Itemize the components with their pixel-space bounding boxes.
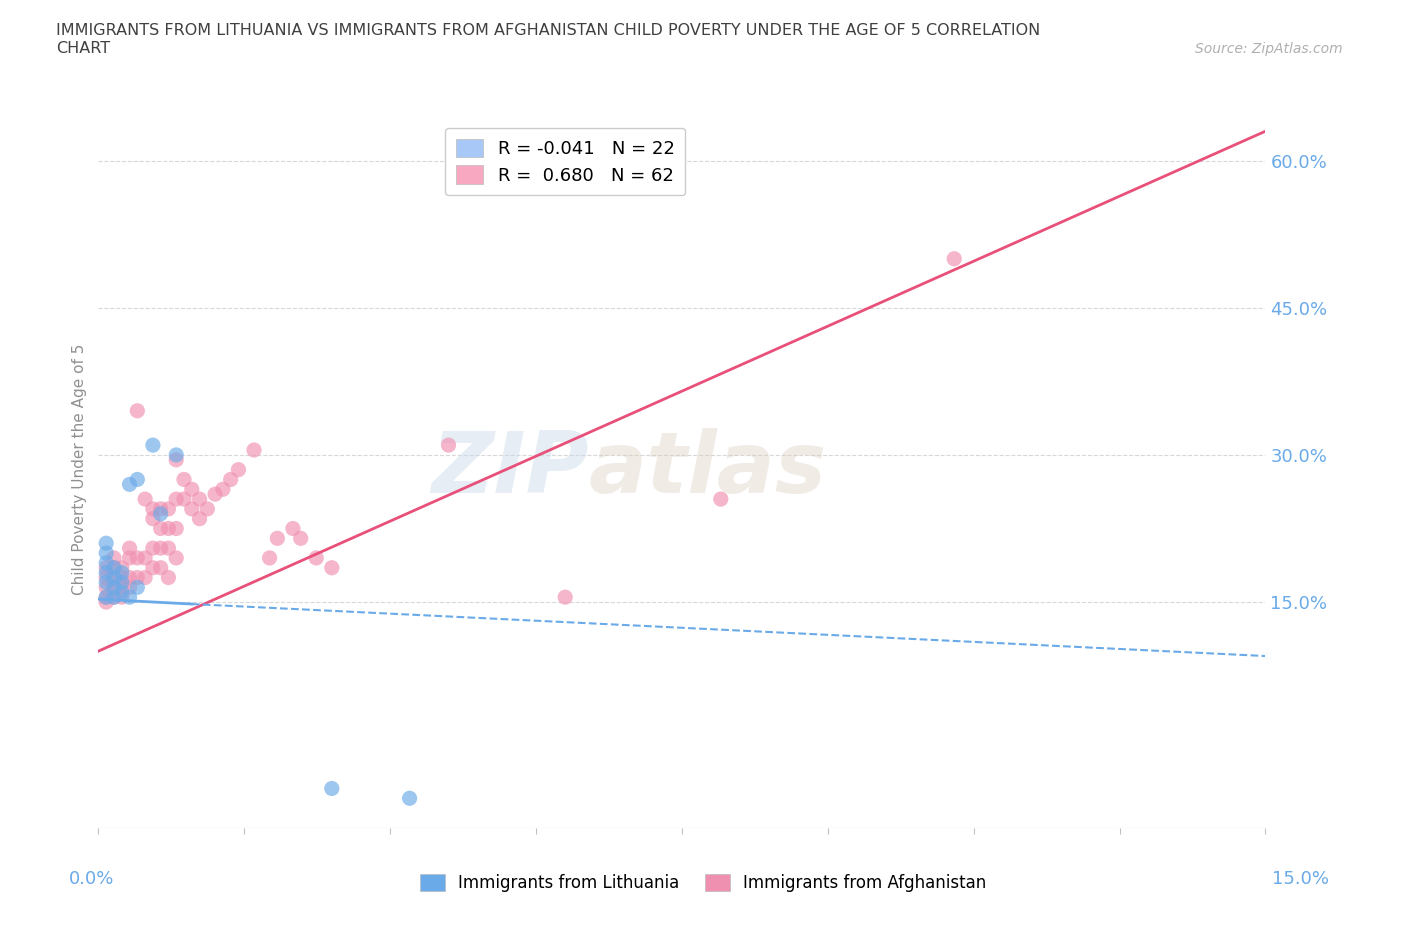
Point	[96, 546, 118, 561]
Legend: Immigrants from Lithuania, Immigrants from Afghanistan: Immigrants from Lithuania, Immigrants fr…	[413, 867, 993, 898]
Text: 0.0%: 0.0%	[69, 870, 114, 888]
Point	[118, 580, 141, 595]
Point	[103, 560, 125, 575]
Point	[118, 590, 141, 604]
Point	[321, 781, 343, 796]
Point	[103, 570, 125, 585]
Point	[134, 551, 156, 565]
Point	[96, 590, 118, 604]
Point	[103, 570, 125, 585]
Point	[118, 477, 141, 492]
Point	[96, 575, 118, 590]
Point	[173, 472, 195, 487]
Point	[149, 521, 172, 536]
Point	[228, 462, 250, 477]
Point	[142, 501, 165, 516]
Point	[281, 521, 304, 536]
Point	[157, 570, 180, 585]
Point	[127, 472, 149, 487]
Point	[142, 560, 165, 575]
Point	[259, 551, 281, 565]
Text: 15.0%: 15.0%	[1272, 870, 1329, 888]
Point	[149, 540, 172, 555]
Point	[157, 540, 180, 555]
Point	[127, 580, 149, 595]
Point	[157, 521, 180, 536]
Point	[127, 570, 149, 585]
Point	[142, 512, 165, 526]
Point	[96, 555, 118, 570]
Point	[149, 506, 172, 521]
Point	[103, 580, 125, 595]
Point	[554, 590, 576, 604]
Point	[103, 590, 125, 604]
Point	[111, 580, 134, 595]
Point	[243, 443, 266, 458]
Point	[118, 551, 141, 565]
Point	[127, 404, 149, 418]
Point	[149, 560, 172, 575]
Point	[111, 560, 134, 575]
Point	[180, 482, 202, 497]
Point	[188, 492, 211, 507]
Point	[142, 438, 165, 453]
Point	[219, 472, 242, 487]
Point	[165, 521, 187, 536]
Point	[165, 452, 187, 467]
Point	[127, 551, 149, 565]
Point	[103, 590, 125, 604]
Point	[111, 590, 134, 604]
Point	[165, 492, 187, 507]
Point	[188, 512, 211, 526]
Point	[96, 536, 118, 551]
Point	[266, 531, 288, 546]
Y-axis label: Child Poverty Under the Age of 5: Child Poverty Under the Age of 5	[72, 344, 87, 595]
Point	[149, 501, 172, 516]
Point	[212, 482, 235, 497]
Point	[157, 501, 180, 516]
Point	[96, 570, 118, 585]
Text: IMMIGRANTS FROM LITHUANIA VS IMMIGRANTS FROM AFGHANISTAN CHILD POVERTY UNDER THE: IMMIGRANTS FROM LITHUANIA VS IMMIGRANTS …	[56, 23, 1040, 56]
Point	[134, 492, 156, 507]
Point	[111, 570, 134, 585]
Legend: R = -0.041   N = 22, R =  0.680   N = 62: R = -0.041 N = 22, R = 0.680 N = 62	[446, 127, 685, 195]
Point	[96, 560, 118, 575]
Point	[118, 540, 141, 555]
Point	[103, 560, 125, 575]
Point	[111, 575, 134, 590]
Point	[111, 565, 134, 580]
Point	[111, 585, 134, 600]
Point	[96, 590, 118, 604]
Point	[437, 438, 460, 453]
Point	[134, 570, 156, 585]
Point	[165, 447, 187, 462]
Text: Source: ZipAtlas.com: Source: ZipAtlas.com	[1195, 42, 1343, 56]
Point	[103, 580, 125, 595]
Point	[321, 560, 343, 575]
Point	[943, 251, 966, 266]
Point	[103, 551, 125, 565]
Point	[142, 540, 165, 555]
Point	[290, 531, 312, 546]
Point	[96, 594, 118, 609]
Point	[118, 570, 141, 585]
Point	[398, 790, 420, 805]
Point	[173, 492, 195, 507]
Text: ZIP: ZIP	[430, 428, 589, 512]
Point	[204, 486, 226, 501]
Point	[710, 492, 733, 507]
Point	[96, 580, 118, 595]
Point	[305, 551, 328, 565]
Point	[165, 551, 187, 565]
Point	[180, 501, 202, 516]
Text: atlas: atlas	[589, 428, 827, 512]
Point	[195, 501, 218, 516]
Point	[96, 565, 118, 580]
